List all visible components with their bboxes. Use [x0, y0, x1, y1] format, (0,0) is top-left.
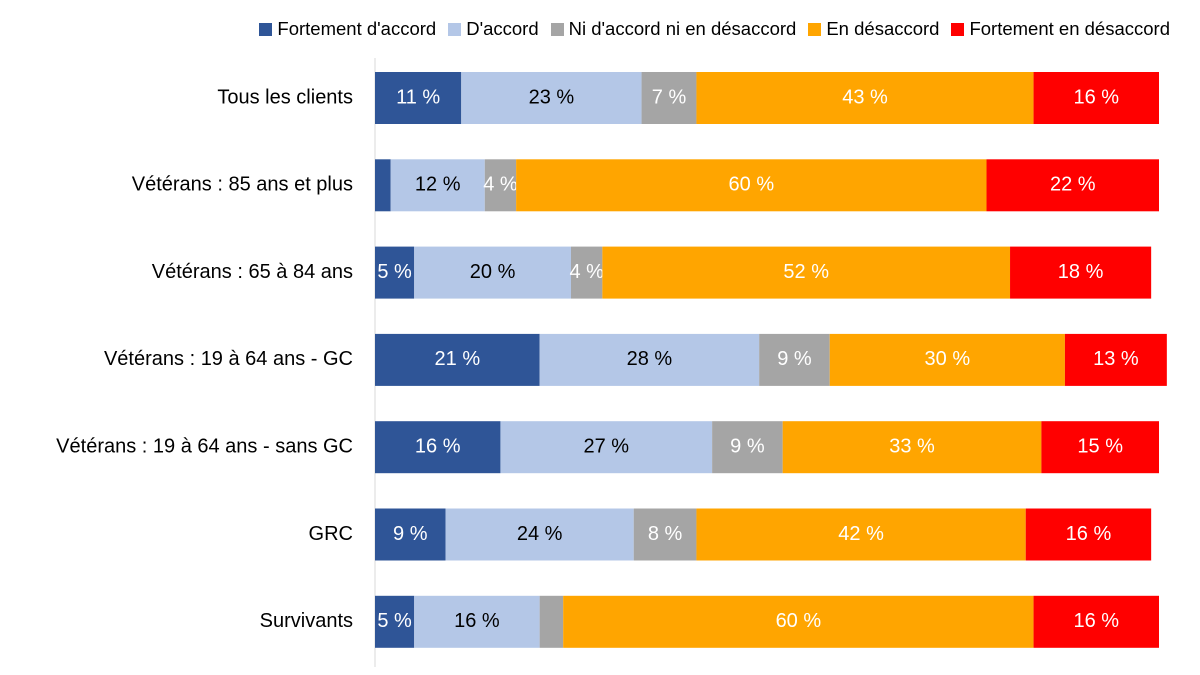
data-label: 28 %	[627, 348, 673, 370]
bar-segment	[461, 72, 642, 124]
legend-label: Ni d'accord ni en désaccord	[568, 18, 797, 39]
data-label: 8 %	[648, 523, 683, 545]
legend-swatch	[259, 22, 273, 36]
data-label: 11 %	[396, 86, 440, 108]
legend-label: Fortement en désaccord	[969, 18, 1170, 39]
data-label: 18 %	[1058, 261, 1104, 283]
bar-segment	[1033, 595, 1159, 648]
y-tick-label: Vétérans : 19 à 64 ans - GC	[104, 348, 353, 370]
bar-segment	[539, 595, 564, 648]
data-label: 7 %	[652, 86, 687, 108]
y-tick-label: Survivants	[260, 610, 353, 632]
bar-segment	[375, 246, 415, 299]
data-label: 5 %	[377, 610, 412, 632]
legend-swatch	[808, 22, 822, 36]
data-label: 16 %	[415, 435, 461, 457]
data-label: 5 %	[377, 261, 412, 283]
bar-segment	[571, 246, 603, 299]
bar-segment	[633, 508, 697, 561]
data-label: 30 %	[925, 348, 971, 370]
data-label: 60 %	[776, 610, 822, 632]
legend-swatch	[951, 22, 965, 36]
bar-segment	[414, 595, 540, 648]
bar-segment	[641, 72, 697, 124]
data-label: 9 %	[393, 523, 428, 545]
legend-label: D'accord	[466, 18, 539, 39]
data-label: 9 %	[777, 348, 812, 370]
y-tick-label: Tous les clients	[217, 86, 353, 108]
data-label: 24 %	[517, 523, 563, 545]
legend-item: Fortement d'accord	[259, 18, 436, 40]
data-label: 21 %	[435, 348, 481, 370]
bar-segment	[484, 159, 517, 212]
bar-segment	[696, 72, 1034, 124]
bar-segment	[516, 159, 987, 212]
data-label: 4 %	[483, 174, 518, 196]
y-tick-label: Vétérans : 65 à 84 ans	[152, 261, 353, 283]
bar-segment	[414, 246, 571, 299]
legend-label: En désaccord	[826, 18, 940, 39]
bar-segment	[1025, 508, 1152, 561]
data-label: 12 %	[415, 174, 461, 196]
data-label: 43 %	[842, 86, 888, 108]
bar-segment	[696, 508, 1026, 561]
bar-segment	[375, 333, 540, 386]
legend-swatch	[448, 22, 462, 36]
bar-segment	[375, 72, 462, 124]
legend-item: Ni d'accord ni en désaccord	[550, 18, 797, 40]
data-label: 16 %	[454, 610, 500, 632]
bar-segment	[563, 595, 1034, 648]
y-tick-label: Vétérans : 19 à 64 ans - sans GC	[56, 435, 353, 457]
bar-segment	[390, 159, 485, 212]
data-label: 60 %	[729, 174, 775, 196]
bar-segment	[375, 595, 415, 648]
legend-item: D'accord	[448, 18, 539, 40]
legend-item: Fortement en désaccord	[951, 18, 1170, 40]
data-label: 20 %	[470, 261, 516, 283]
data-label: 16 %	[1066, 523, 1112, 545]
bar-segment	[1041, 421, 1159, 474]
data-label: 4 %	[569, 261, 604, 283]
bar-segment	[712, 421, 783, 474]
data-label: 33 %	[889, 435, 935, 457]
bar-segment	[1033, 72, 1159, 124]
data-label: 16 %	[1073, 610, 1119, 632]
bar-segment	[539, 333, 760, 386]
bar-segment	[829, 333, 1065, 386]
bar-segment	[445, 508, 634, 561]
legend-swatch	[550, 22, 564, 36]
y-tick-label: Vétérans : 85 ans et plus	[132, 174, 353, 196]
bar-segment	[602, 246, 1011, 299]
data-label: 16 %	[1073, 86, 1119, 108]
bar-segment	[1064, 333, 1167, 386]
data-label: 42 %	[838, 523, 884, 545]
legend: Fortement d'accord D'accord Ni d'accord ni…	[259, 18, 1170, 40]
data-label: 15 %	[1077, 435, 1123, 457]
bar-segment	[1010, 246, 1152, 299]
data-label: 13 %	[1093, 348, 1139, 370]
data-label: 9 %	[730, 435, 765, 457]
y-tick-label: GRC	[309, 523, 353, 545]
bar-segment	[375, 421, 501, 474]
data-label: 52 %	[783, 261, 829, 283]
legend-item: En désaccord	[808, 18, 939, 40]
bar-segment	[782, 421, 1042, 474]
data-label: 23 %	[529, 86, 575, 108]
bar-segment	[500, 421, 713, 474]
data-label: 22 %	[1050, 174, 1096, 196]
legend-label: Fortement d'accord	[277, 18, 437, 39]
bar-segment	[375, 159, 391, 212]
data-label: 27 %	[583, 435, 629, 457]
bar-segment	[759, 333, 830, 386]
bar-segment	[986, 159, 1159, 212]
bar-segment	[375, 508, 446, 561]
